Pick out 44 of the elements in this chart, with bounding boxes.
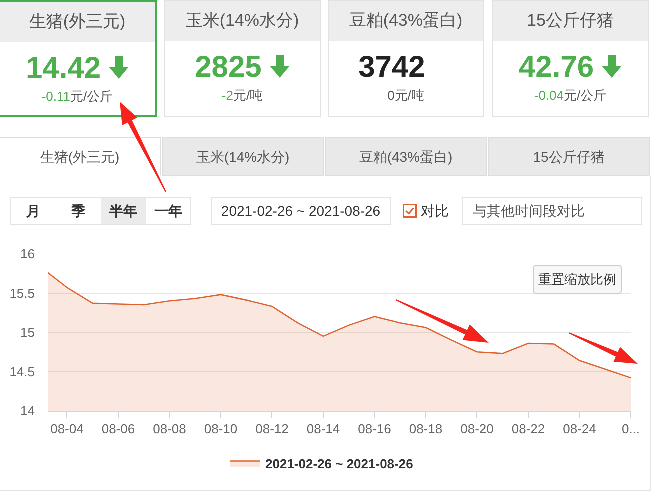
text: 0 bbox=[388, 88, 395, 103]
text: -0.04 bbox=[534, 88, 564, 103]
y-tick-label: 15 bbox=[20, 325, 35, 340]
tab: 15公斤仔猪 bbox=[488, 137, 650, 176]
x-tick-label: 08-14 bbox=[306, 422, 340, 437]
text: 元/公斤 bbox=[70, 89, 114, 104]
tab: 豆粕(43%蛋白) bbox=[325, 137, 487, 176]
text: 生猪(外三元) bbox=[0, 2, 155, 42]
annotation: 重置缩放比例 bbox=[538, 272, 616, 287]
x-tick-label: 08-08 bbox=[153, 422, 186, 437]
text: -0.11 bbox=[42, 89, 71, 104]
x-tick-label: 08-16 bbox=[358, 422, 392, 437]
x-tick-label: 0... bbox=[622, 422, 640, 437]
text: 元/公斤 bbox=[564, 88, 607, 103]
text: 3742 bbox=[358, 51, 426, 85]
text: 14.42 bbox=[26, 52, 102, 86]
text: 豆粕(43%蛋白) bbox=[329, 1, 483, 41]
x-tick-label: 08-06 bbox=[102, 422, 136, 437]
x-tick-label: 08-18 bbox=[409, 422, 443, 437]
tab: 生猪(外三元) bbox=[0, 137, 161, 176]
button: 重置缩放比例 bbox=[533, 265, 622, 294]
text-field: 与其他时间段对比 bbox=[462, 197, 642, 225]
y-tick-label: 15.5 bbox=[10, 286, 35, 301]
text: 2825 bbox=[195, 51, 262, 85]
text: 元/吨 bbox=[233, 88, 264, 103]
x-tick-label: 08-22 bbox=[512, 422, 546, 437]
x-tick-label: 08-12 bbox=[256, 422, 289, 437]
tab: 玉米(14%水分) bbox=[162, 137, 324, 176]
text: 15公斤仔猪 bbox=[493, 1, 648, 41]
y-tick-label: 16 bbox=[20, 246, 35, 262]
text: -2 bbox=[222, 88, 234, 103]
y-tick-label: 14 bbox=[20, 404, 35, 419]
date-field: 2021-02-26 ~ 2021-08-26 bbox=[211, 197, 391, 225]
text: 对比 bbox=[421, 202, 449, 221]
x-tick-label: 08-04 bbox=[50, 422, 84, 437]
legend-label: 2021-02-26 ~ 2021-08-26 bbox=[266, 456, 414, 472]
text: 玉米(14%水分) bbox=[165, 1, 320, 41]
button-group: 月 季 半年 一年 bbox=[10, 197, 191, 225]
y-tick-label: 14.5 bbox=[10, 364, 35, 380]
x-tick-label: 08-20 bbox=[460, 422, 494, 437]
x-tick-label: 08-10 bbox=[204, 422, 238, 437]
text: 42.76 bbox=[518, 51, 594, 85]
x-tick-label: 08-24 bbox=[563, 422, 596, 437]
text: 元/吨 bbox=[394, 88, 424, 103]
